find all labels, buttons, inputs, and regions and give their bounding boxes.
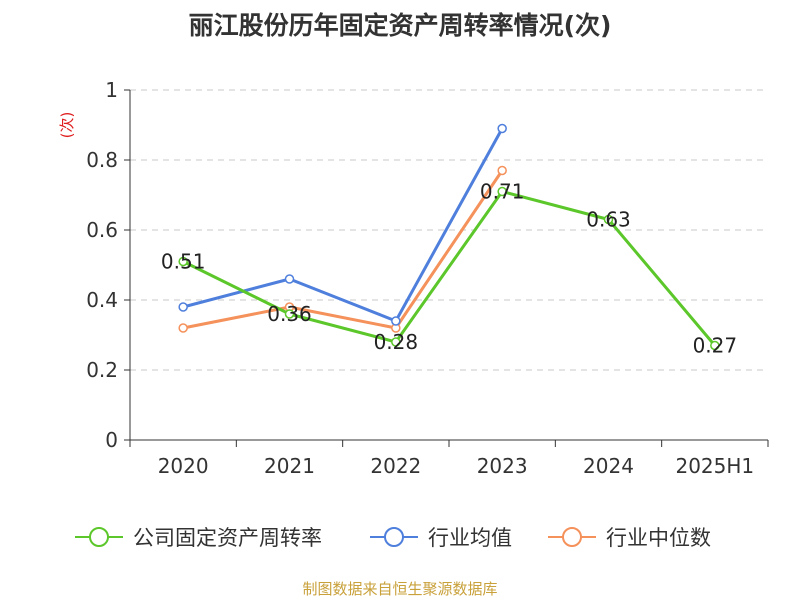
y-tick-label: 0.4 xyxy=(86,288,118,312)
data-point xyxy=(391,337,401,347)
y-tick-label: 0.6 xyxy=(86,218,118,242)
data-labels: 0.51 0.36 0.28 0.71 0.63 0.27 xyxy=(161,180,737,358)
data-point xyxy=(284,274,295,284)
legend-label: 公司固定资产周转率 xyxy=(133,526,322,550)
series-line xyxy=(182,190,716,347)
data-point xyxy=(178,323,188,333)
y-axis-label: (次) xyxy=(58,112,76,139)
grid-lines xyxy=(130,89,768,371)
y-tick-label: 0.8 xyxy=(86,148,118,172)
data-point xyxy=(497,186,507,197)
data-point xyxy=(284,309,295,319)
data-label: 0.28 xyxy=(374,330,419,354)
data-point xyxy=(178,302,188,312)
legend-marker xyxy=(89,527,109,547)
data-point xyxy=(603,214,614,225)
y-tick-label: 1 xyxy=(105,78,118,102)
legend: 公司固定资产周转率 行业均值 行业中位数 xyxy=(75,526,711,550)
x-tick-label: 2025H1 xyxy=(675,454,754,478)
x-tick-label: 2021 xyxy=(264,454,315,478)
x-tick-label: 2020 xyxy=(158,454,209,478)
legend-marker xyxy=(384,527,404,547)
data-label: 0.51 xyxy=(161,250,206,274)
data-label: 0.71 xyxy=(480,180,525,204)
data-label: 0.27 xyxy=(693,334,738,358)
y-tick-label: 0.2 xyxy=(86,358,118,382)
legend-label: 行业中位数 xyxy=(606,526,711,550)
axes: 0 0.2 0.4 0.6 0.8 1 2020 2021 2022 2023 2024 2025H1… xyxy=(58,78,769,478)
data-point xyxy=(178,256,188,267)
legend-marker xyxy=(562,527,582,547)
source-note: 制图数据来自恒生聚源数据库 xyxy=(302,580,498,598)
data-point xyxy=(710,340,720,351)
legend-label: 行业均值 xyxy=(428,526,512,550)
series-lines xyxy=(178,123,720,351)
x-tick-label: 2022 xyxy=(370,454,421,478)
data-point xyxy=(391,316,401,326)
x-tick-label: 2023 xyxy=(477,454,528,478)
chart-title: 丽江股份历年固定资产周转率情况(次) xyxy=(188,11,612,40)
data-point xyxy=(497,123,507,134)
data-label: 0.63 xyxy=(586,208,631,232)
series-line xyxy=(182,127,504,323)
x-tick-label: 2024 xyxy=(583,454,634,478)
series-line xyxy=(182,169,504,330)
y-tick-label: 0 xyxy=(105,428,118,452)
data-point xyxy=(497,165,507,176)
data-label: 0.36 xyxy=(267,302,312,326)
